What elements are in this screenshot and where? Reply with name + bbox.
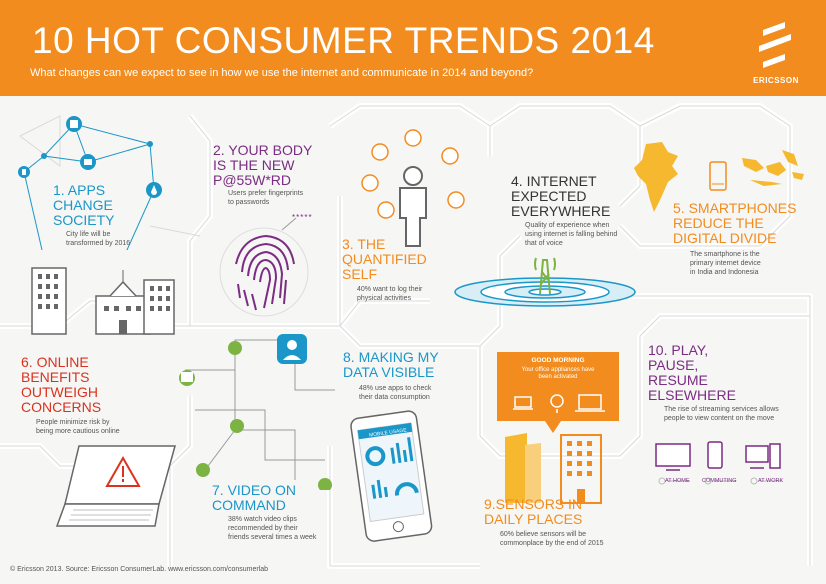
location-at-home: AT HOME [665,478,690,484]
trend-4-title-line: 4. INTERNET [511,173,597,189]
notification-text: Your office appliances have been activat… [503,367,613,381]
trend-10-title-line: 10. PLAY, [648,342,709,358]
trend-2-title-line: IS THE NEW [213,157,295,173]
trend-8-title: 8. MAKING MY DATA VISIBLE [343,350,439,380]
trend-6-title-line: BENEFITS [21,369,90,385]
page-title: 10 HOT CONSUMER TRENDS 2014 [32,20,655,61]
trend-7-title-line: COMMAND [212,497,286,513]
trend-4-desc-line: Quality of experience when [525,222,610,229]
trend-8-title-line: 8. MAKING MY [343,349,439,365]
notification-text-line: Your office appliances have [521,367,595,373]
trend-3-desc-line: 40% want to log their [357,286,423,293]
trend-7-description: 38% watch video clips recommended by the… [228,515,316,542]
trend-4-desc-line: that of voice [525,240,563,247]
trend-3-title: 3. THE QUANTIFIED SELF [342,237,427,282]
trend-2-description: Users prefer fingerprints to passwords [228,189,303,207]
trend-2-desc-line: to passwords [228,199,270,206]
city-buildings-icon [31,267,175,335]
trend-1-desc-line: transformed by 2016 [66,240,131,247]
trend-5-desc-line: The smartphone is the [690,251,760,258]
trend-6-description: People minimize risk by being more cauti… [36,418,120,436]
trend-2-title: 2. YOUR BODY IS THE NEW P@55W*RD [213,143,312,188]
trend-5-title-line: DIGITAL DIVIDE [673,230,777,246]
phone-data-chart-icon [350,410,433,542]
trend-10-desc-line: people to view content on the move [664,415,775,422]
header-banner: 10 HOT CONSUMER TRENDS 2014 What changes… [0,0,826,96]
apps-network-icon [18,116,162,250]
trend-10-description: The rise of streaming services allows pe… [664,405,779,423]
trend-10-title: 10. PLAY, PAUSE, RESUME ELSEWHERE [648,343,736,403]
trend-2-title-line: 2. YOUR BODY [213,142,313,158]
trend-9-title-line: DAILY PLACES [484,511,583,527]
devices-icon [655,441,782,485]
trend-7-desc-line: friends several times a week [228,534,317,541]
office-sensors-icon [505,394,605,504]
trend-3-desc-line: physical activities [357,295,412,302]
trend-1-title-line: CHANGE [53,197,113,213]
trend-10-desc-line: The rise of streaming services allows [664,406,779,413]
trend-7-desc-line: recommended by their [228,525,298,532]
trend-5-desc-line: primary internet device [690,260,761,267]
trend-2-title-line: P@55W*RD [213,172,292,188]
laptop-warning-icon [55,445,176,527]
trend-9-desc-line: 60% believe sensors will be [500,531,586,538]
trend-9-title-line: 9.SENSORS IN [484,496,583,512]
trend-5-description: The smartphone is the primary internet d… [690,250,761,277]
trend-10-title-line: ELSEWHERE [648,387,736,403]
video-network-icon [179,334,335,490]
footer-credit: © Ericsson 2013. Source: Ericsson Consum… [10,566,269,573]
trend-8-desc-line: 48% use apps to check [359,385,432,392]
trend-4-desc-line: using internet is falling behind [525,231,618,238]
trend-6-title-line: OUTWEIGH [21,384,98,400]
trend-3-title-line: QUANTIFIED [342,251,427,267]
trend-1-title: 1. APPS CHANGE SOCIETY [53,183,114,228]
trend-3-title-line: 3. THE [342,236,386,252]
trend-6-title: 6. ONLINE BENEFITS OUTWEIGH CONCERNS [21,355,101,415]
trend-7-title: 7. VIDEO ON COMMAND [212,483,296,513]
location-commuting: COMMUTING [702,478,737,484]
trend-1-title-line: SOCIETY [53,212,115,228]
trend-8-title-line: DATA VISIBLE [343,364,435,380]
notification-title: GOOD MORNING [531,357,585,364]
trend-6-desc-line: being more cautious online [36,428,120,435]
trend-5-title-line: REDUCE THE [673,215,764,231]
trend-5-title: 5. SMARTPHONES REDUCE THE DIGITAL DIVIDE [673,201,796,246]
trend-1-title-line: 1. APPS [53,182,106,198]
trend-2-desc-line: Users prefer fingerprints [228,190,304,197]
trend-6-title-line: CONCERNS [21,399,102,415]
trend-10-title-line: RESUME [648,372,708,388]
trend-4-title: 4. INTERNET EXPECTED EVERYWHERE [511,174,610,219]
password-mask: ***** [292,213,313,222]
trend-4-title-line: EXPECTED [511,188,587,204]
trend-3-description: 40% want to log their physical activitie… [357,285,422,303]
location-at-work: AT WORK [758,478,784,484]
trend-6-desc-line: People minimize risk by [36,419,110,426]
trend-1-description: City life will be transformed by 2016 [66,230,130,248]
trend-3-title-line: SELF [342,266,378,282]
trend-4-title-line: EVERYWHERE [511,203,611,219]
trend-7-title-line: 7. VIDEO ON [212,482,297,498]
trend-5-desc-line: in India and Indonesia [690,269,759,276]
quantified-person-icon [361,129,465,247]
brand-name: ERICSSON [753,76,799,85]
trend-9-description: 60% believe sensors will be commonplace … [500,530,604,548]
trend-8-desc-line: their data consumption [359,394,430,401]
trend-7-desc-line: 38% watch video clips [228,516,297,523]
trend-6-title-line: 6. ONLINE [21,354,89,370]
trend-5-title-line: 5. SMARTPHONES [673,200,797,216]
trend-1-desc-line: City life will be [66,231,111,238]
trend-8-description: 48% use apps to check their data consump… [359,384,431,402]
trend-4-description: Quality of experience when using interne… [525,221,617,248]
cell-tower-signal-icon [454,257,636,307]
ericsson-logo-icon [759,22,791,68]
trend-9-desc-line: commonplace by the end of 2015 [500,540,604,547]
trend-9-title: 9.SENSORS IN DAILY PLACES [484,497,582,527]
notification-text-line: been activated [538,374,578,380]
india-indonesia-map-icon [634,142,804,212]
fingerprint-icon [219,217,309,317]
trend-10-title-line: PAUSE, [648,357,699,373]
page-subtitle: What changes can we expect to see in how… [30,67,534,79]
